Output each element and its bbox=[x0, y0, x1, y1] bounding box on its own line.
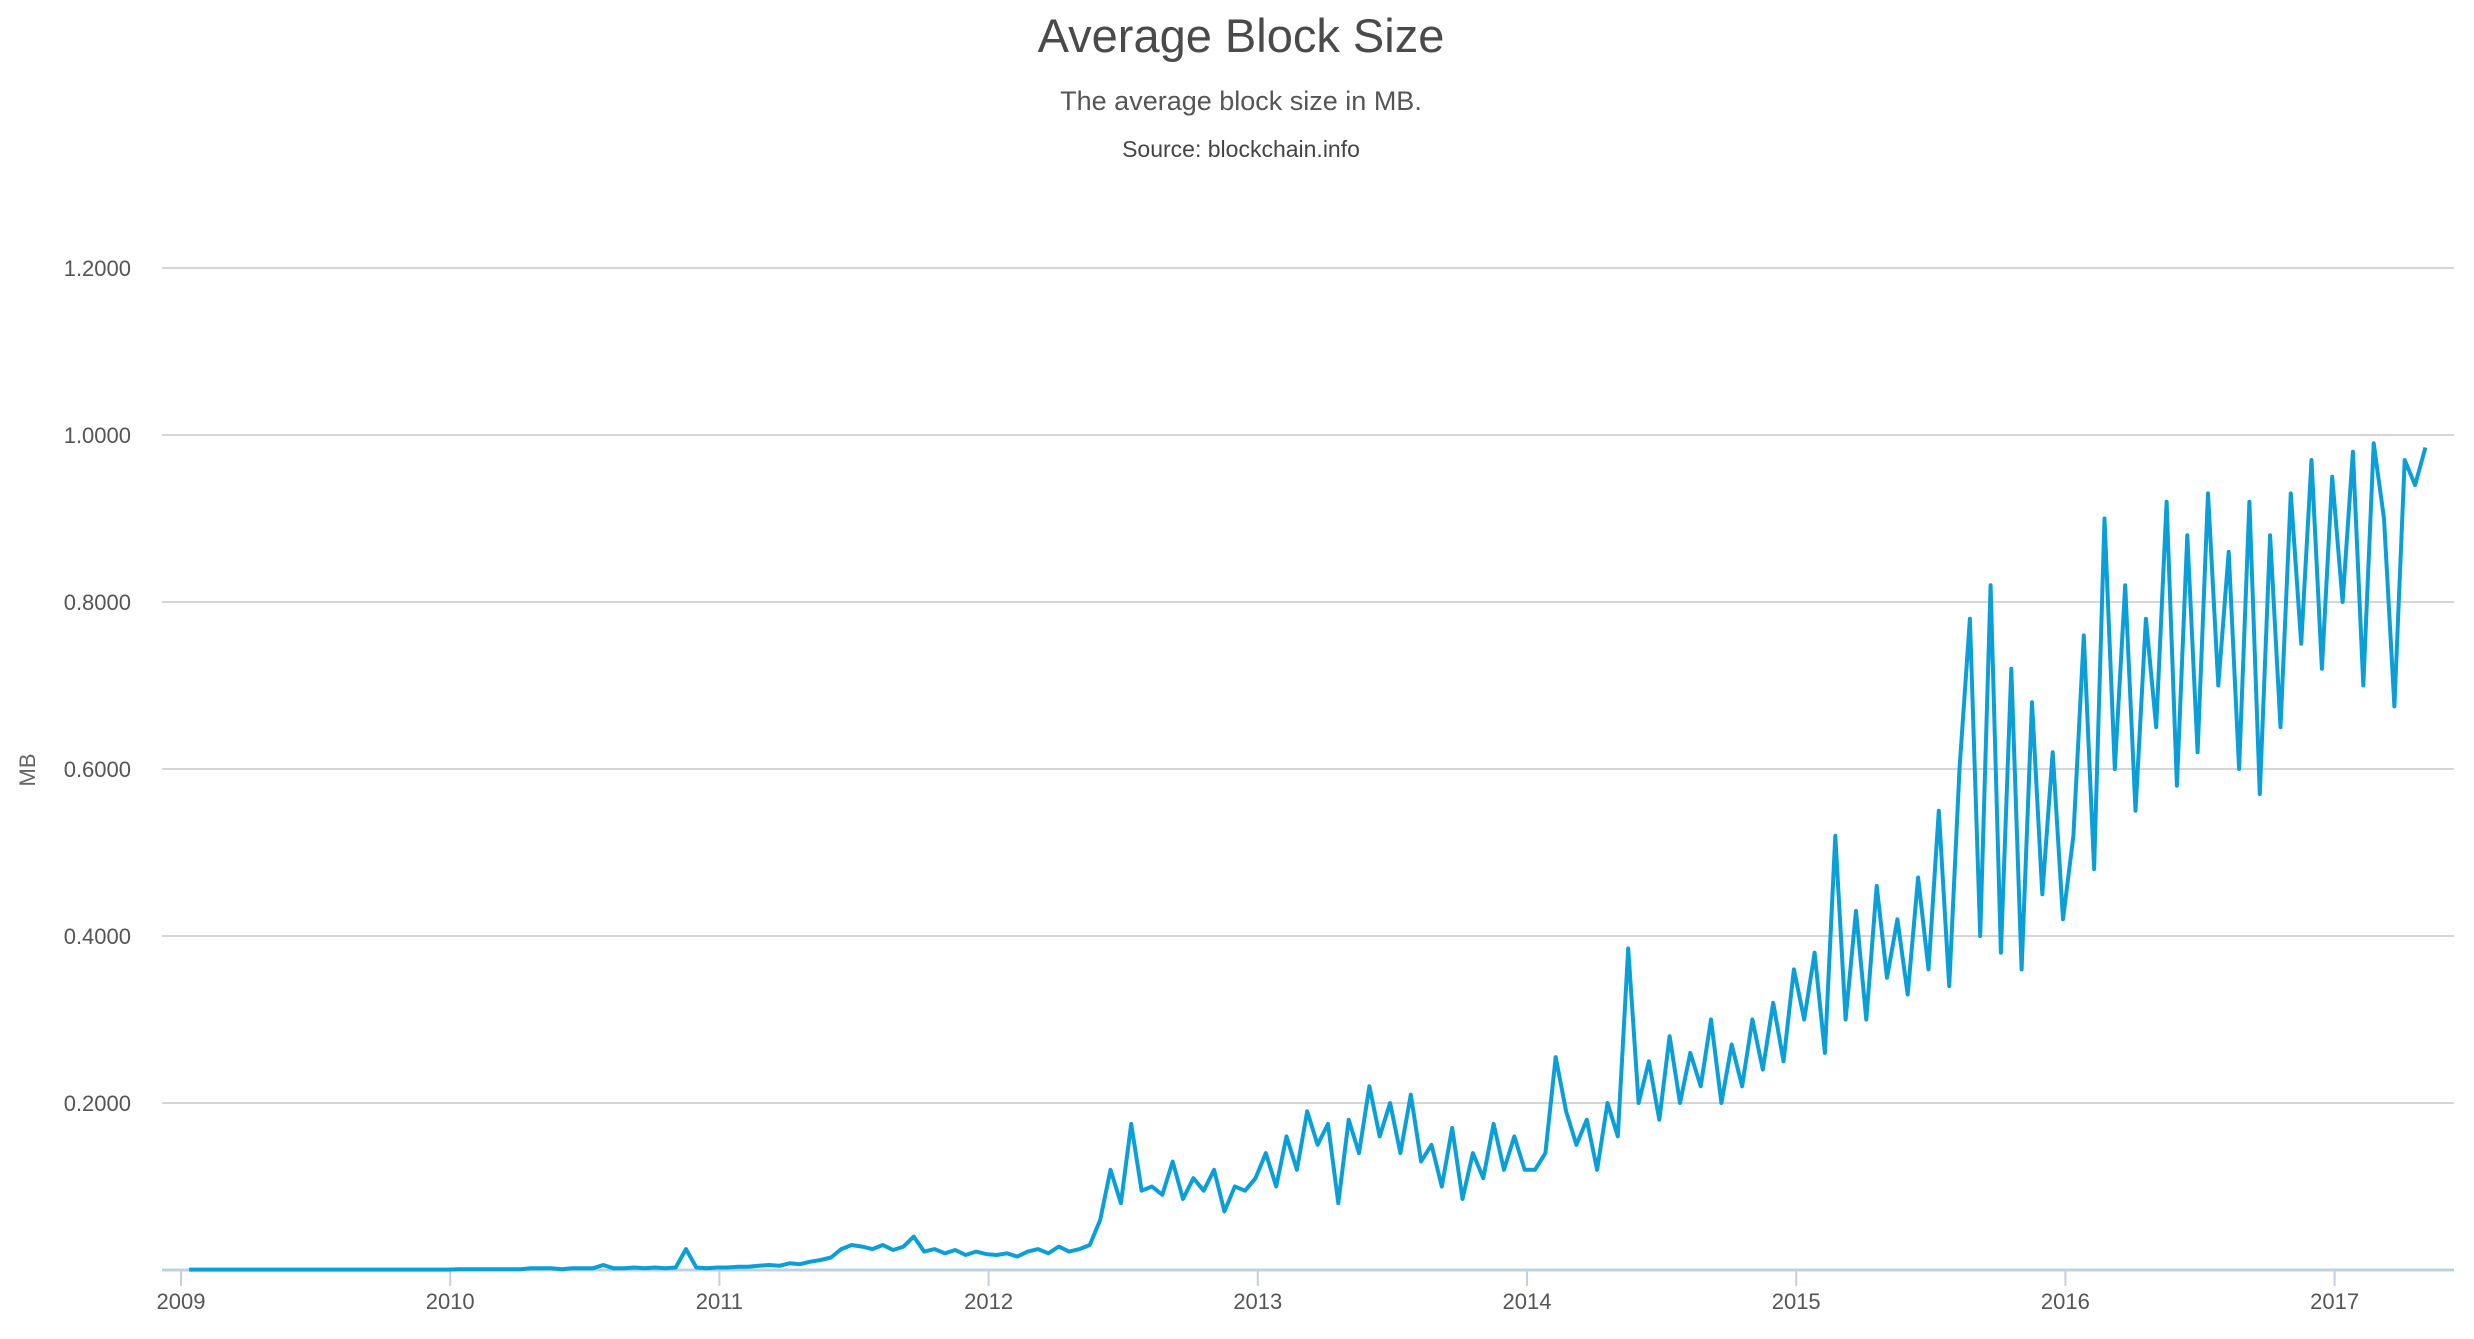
chart-subtitle: The average block size in MB. bbox=[1060, 86, 1422, 116]
x-tick-label: 2017 bbox=[2310, 1289, 2359, 1314]
x-tick-label: 2010 bbox=[426, 1289, 475, 1314]
x-tick-label: 2015 bbox=[1772, 1289, 1821, 1314]
y-tick-label: 0.8000 bbox=[64, 590, 131, 615]
x-tick-label: 2016 bbox=[2041, 1289, 2090, 1314]
y-tick-label: 1.0000 bbox=[64, 423, 131, 448]
x-tick-label: 2013 bbox=[1233, 1289, 1282, 1314]
y-tick-label: 1.2000 bbox=[64, 256, 131, 281]
y-axis-label: MB bbox=[15, 754, 40, 787]
y-tick-label: 0.6000 bbox=[64, 757, 131, 782]
y-tick-label: 0.2000 bbox=[64, 1091, 131, 1116]
x-tick-label: 2009 bbox=[157, 1289, 206, 1314]
chart-source: Source: blockchain.info bbox=[1122, 136, 1360, 162]
series-layer bbox=[188, 441, 2428, 1272]
chart-title: Average Block Size bbox=[1038, 9, 1445, 62]
gridlines bbox=[162, 267, 2454, 1104]
series-line bbox=[189, 441, 2428, 1272]
y-axis-ticks: 0.2000 0.4000 0.6000 0.8000 1.0000 1.2000 bbox=[64, 256, 131, 1116]
x-tick-label: 2014 bbox=[1503, 1289, 1552, 1314]
y-tick-label: 0.4000 bbox=[64, 924, 131, 949]
x-tick-label: 2012 bbox=[964, 1289, 1013, 1314]
x-tick-label: 2011 bbox=[696, 1289, 743, 1314]
x-axis-ticks: 2009 2010 2011 2012 2013 2014 2015 2016 2017 bbox=[157, 1268, 2454, 1314]
